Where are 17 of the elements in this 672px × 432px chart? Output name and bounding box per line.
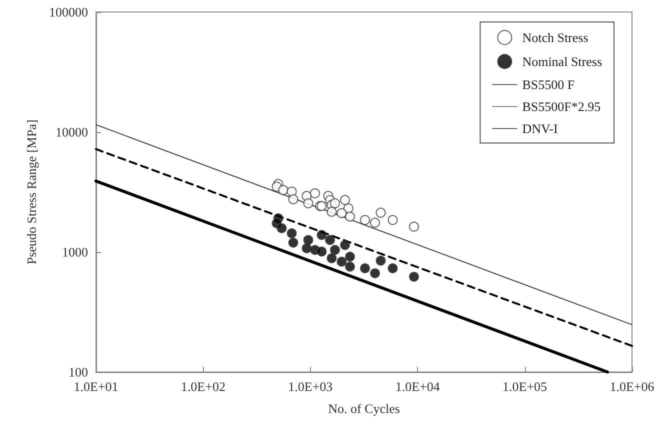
x-tick-label: 1.0E+05 (502, 379, 548, 394)
x-tick-label: 1.0E+01 (74, 379, 118, 394)
y-tick-label: 1000 (62, 244, 88, 260)
legend-label: Notch Stress (522, 30, 588, 45)
legend-label: Nominal Stress (522, 54, 602, 69)
legend-label: BS5500 F (522, 77, 575, 92)
x-tick-label: 1.0E+02 (180, 379, 226, 394)
x-tick-label: 1.0E+03 (288, 379, 333, 394)
y-tick-label: 100000 (49, 4, 88, 20)
x-tick-label: 1.0E+04 (395, 379, 440, 394)
y-axis-title: Pseudo Stress Range [MPa] (24, 120, 39, 264)
x-axis-title: No. of Cycles (328, 401, 400, 416)
legend-label: BS5500F*2.95 (522, 99, 601, 114)
y-tick-label: 10000 (56, 124, 88, 140)
legend-label: DNV-I (522, 121, 558, 136)
y-tick-label: 100 (68, 364, 88, 380)
x-tick-label: 1.0E+06 (610, 379, 655, 394)
